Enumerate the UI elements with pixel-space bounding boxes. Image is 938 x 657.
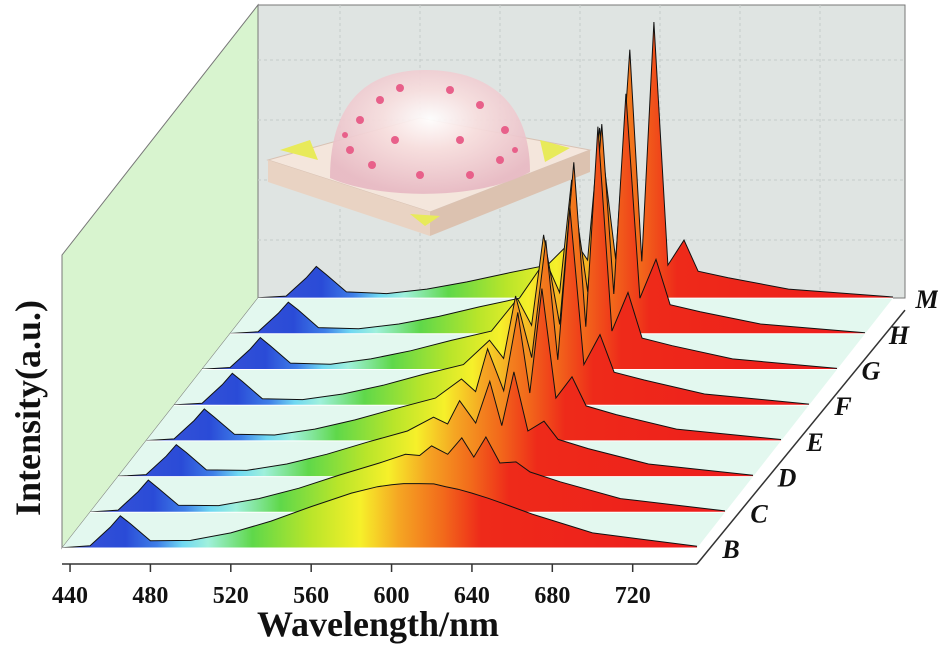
led-inset	[266, 70, 592, 236]
depth-axis-line	[696, 309, 906, 565]
x-tick-label: 520	[213, 583, 249, 609]
series-label: M	[914, 285, 938, 314]
x-tick-label: 560	[293, 583, 329, 609]
series-label: G	[862, 357, 881, 386]
led-pad	[410, 214, 440, 226]
spectrum-line	[201, 126, 838, 370]
spectrum-line	[145, 288, 782, 442]
series-label: B	[721, 535, 739, 564]
led-pad	[280, 140, 318, 160]
x-tick-label: 680	[534, 583, 570, 609]
series-label: D	[777, 464, 797, 493]
led-base-right	[430, 150, 590, 236]
spectrum-line	[173, 207, 810, 406]
x-axis-title: Wavelength/nm	[257, 604, 499, 644]
x-tick-label: 440	[52, 583, 88, 609]
series-layer	[61, 21, 894, 549]
spectrum-area	[62, 483, 697, 548]
spectrum-line	[229, 93, 866, 334]
spectrum-line	[117, 371, 754, 477]
phosphor-dots	[342, 84, 518, 179]
spectrum-line	[61, 483, 698, 549]
x-tick-label: 600	[374, 583, 410, 609]
series-label: C	[750, 499, 768, 528]
x-tick-label: 720	[615, 583, 651, 609]
series-label: F	[833, 392, 851, 421]
y-axis-title: Intensity(a.u.)	[8, 300, 48, 516]
spectrum-line	[89, 435, 726, 513]
series-label: H	[888, 321, 910, 350]
led-base-left	[268, 160, 430, 236]
series-label: E	[805, 428, 823, 457]
led-pad	[540, 140, 570, 162]
x-tick-label: 640	[454, 583, 490, 609]
x-tick-label: 480	[132, 583, 168, 609]
spectrum-area	[90, 437, 725, 513]
